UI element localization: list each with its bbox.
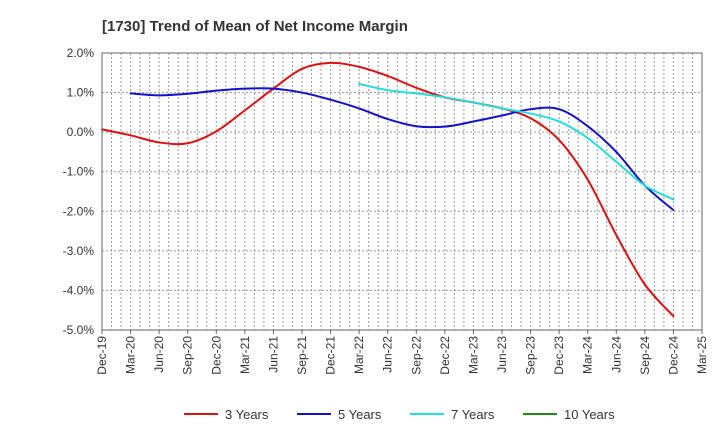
y-tick-label: 0.0%: [67, 125, 95, 139]
x-tick-label: Dec-22: [438, 336, 452, 375]
y-axis: 2.0% 1.0% 0.0% -1.0% -2.0% -3.0% -4.0% -5.0%: [63, 46, 95, 337]
x-axis: Dec-19 Mar-20 Jun-20 Sep-20 Dec-20 Mar-21 Jun-…: [95, 330, 709, 375]
legend: 3 Years 5 Years 7 Years 10 Years: [184, 407, 615, 422]
x-tick-label: Jun-22: [381, 336, 395, 373]
x-tick-label: Sep-23: [524, 336, 538, 375]
y-tick-label: -5.0%: [63, 323, 95, 337]
x-tick-label: Mar-24: [581, 336, 595, 374]
x-tick-label: Jun-20: [152, 336, 166, 373]
y-tick-label: -1.0%: [63, 165, 95, 179]
x-tick-label: Sep-20: [181, 336, 195, 375]
x-tick-label: Dec-23: [552, 336, 566, 375]
x-tick-label: Sep-21: [295, 336, 309, 375]
x-tick-label: Sep-24: [638, 336, 652, 375]
x-tick-label: Jun-23: [495, 336, 509, 373]
x-tick-label: Jun-21: [266, 336, 280, 373]
x-tick-label: Dec-24: [666, 336, 680, 375]
chart-title: [1730] Trend of Mean of Net Income Margi…: [102, 18, 408, 35]
x-tick-label: Dec-20: [209, 336, 223, 375]
legend-label-10-years: 10 Years: [564, 407, 615, 422]
y-tick-label: 2.0%: [67, 46, 95, 60]
x-tick-label: Jun-24: [609, 336, 623, 373]
series-layer: [101, 61, 675, 318]
legend-label-3-years: 3 Years: [225, 407, 269, 422]
legend-label-5-years: 5 Years: [338, 407, 382, 422]
x-tick-label: Dec-19: [95, 336, 109, 375]
x-tick-label: Mar-20: [124, 336, 138, 374]
x-tick-label: Sep-22: [409, 336, 423, 375]
x-tick-label: Mar-21: [238, 336, 252, 374]
y-tick-label: -4.0%: [63, 283, 95, 297]
x-tick-label: Mar-22: [352, 336, 366, 374]
series-line-7-years: [358, 82, 675, 201]
x-tick-label: Dec-21: [324, 336, 338, 375]
y-tick-label: -3.0%: [63, 244, 95, 258]
legend-label-7-years: 7 Years: [451, 407, 495, 422]
series-line-3-years: [101, 61, 675, 318]
x-tick-label: Mar-23: [466, 336, 480, 374]
x-tick-label: Mar-25: [695, 336, 709, 374]
y-tick-label: 1.0%: [67, 86, 95, 100]
plot-border: [101, 52, 703, 331]
y-tick-label: -2.0%: [63, 204, 95, 218]
plot-area: [102, 53, 702, 330]
series-line-5-years: [129, 87, 675, 212]
